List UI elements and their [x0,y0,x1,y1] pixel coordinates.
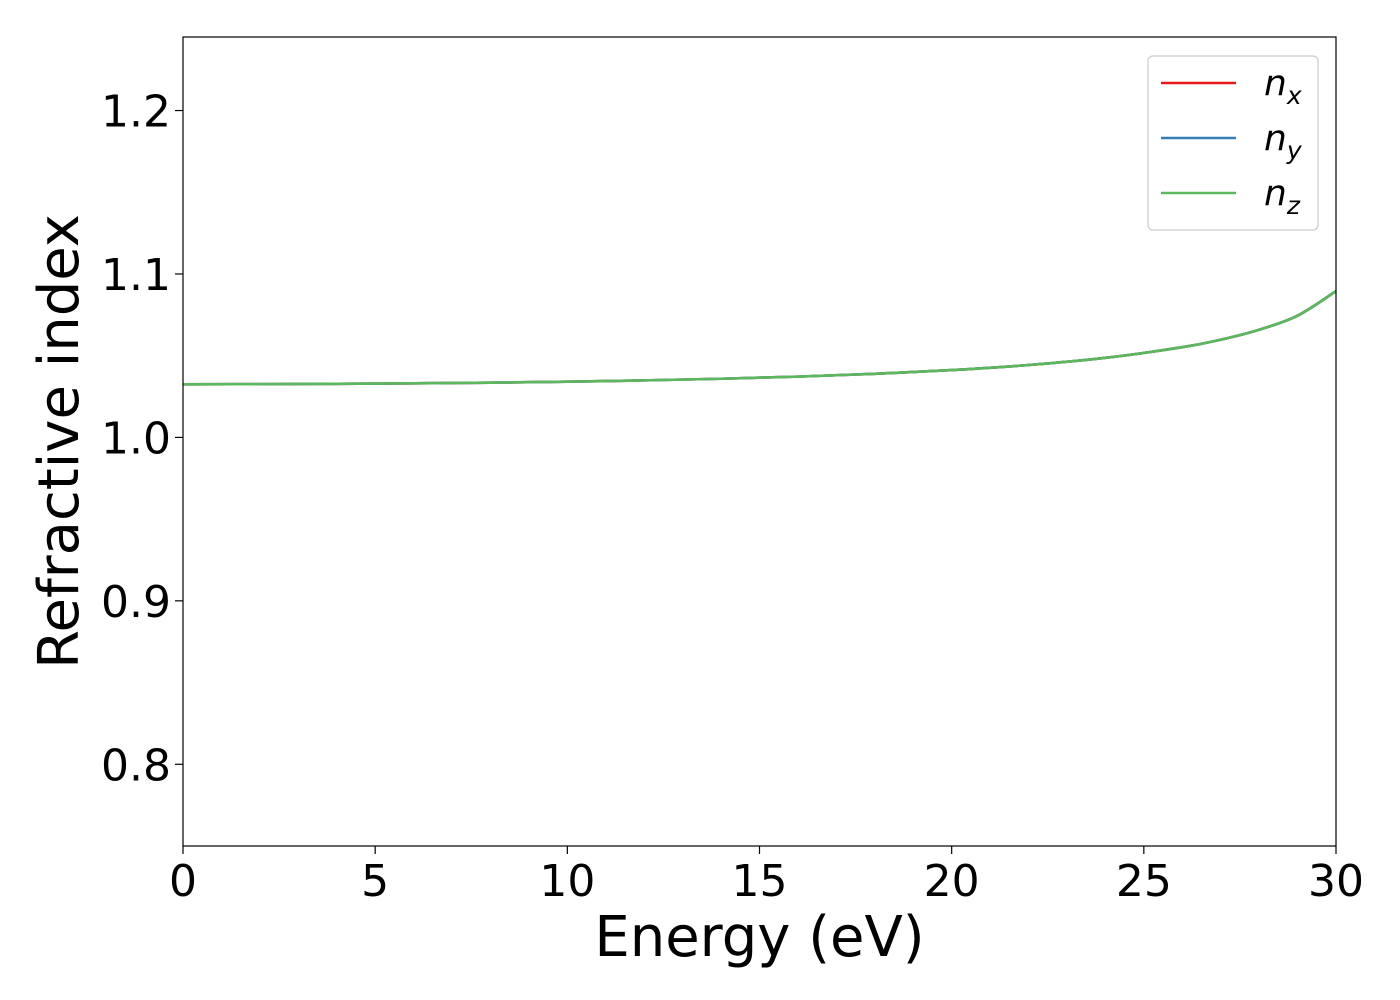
y-tick-label: 1.1 [101,250,171,301]
y-tick-label: 1.2 [101,87,171,138]
y-tick-label: 0.9 [101,577,171,628]
y-axis-title: Refractive index [27,214,92,669]
y-tick-label: 0.8 [101,740,171,791]
y-axis: 0.8 0.9 1.0 1.1 1.2 [101,87,183,791]
x-tick-label: 15 [732,856,788,907]
legend-label-ny: ny [1264,118,1303,165]
x-tick-label: 30 [1308,856,1364,907]
series-line-nz [182,290,1337,386]
y-tick-label: 1.0 [101,413,171,464]
x-tick-label: 20 [924,856,980,907]
legend-label-nz: nz [1264,173,1301,220]
legend: nx ny nz [1147,55,1319,231]
x-tick-label: 0 [169,856,197,907]
legend-label-nx: nx [1264,63,1302,110]
x-tick-label: 25 [1116,856,1172,907]
x-tick-label: 5 [361,856,389,907]
x-axis-title: Energy (eV) [594,905,924,970]
x-axis: 0 5 10 15 20 25 30 [169,846,1364,907]
x-tick-label: 10 [539,856,595,907]
legend-box [1147,55,1319,231]
series-layer [182,290,1337,386]
